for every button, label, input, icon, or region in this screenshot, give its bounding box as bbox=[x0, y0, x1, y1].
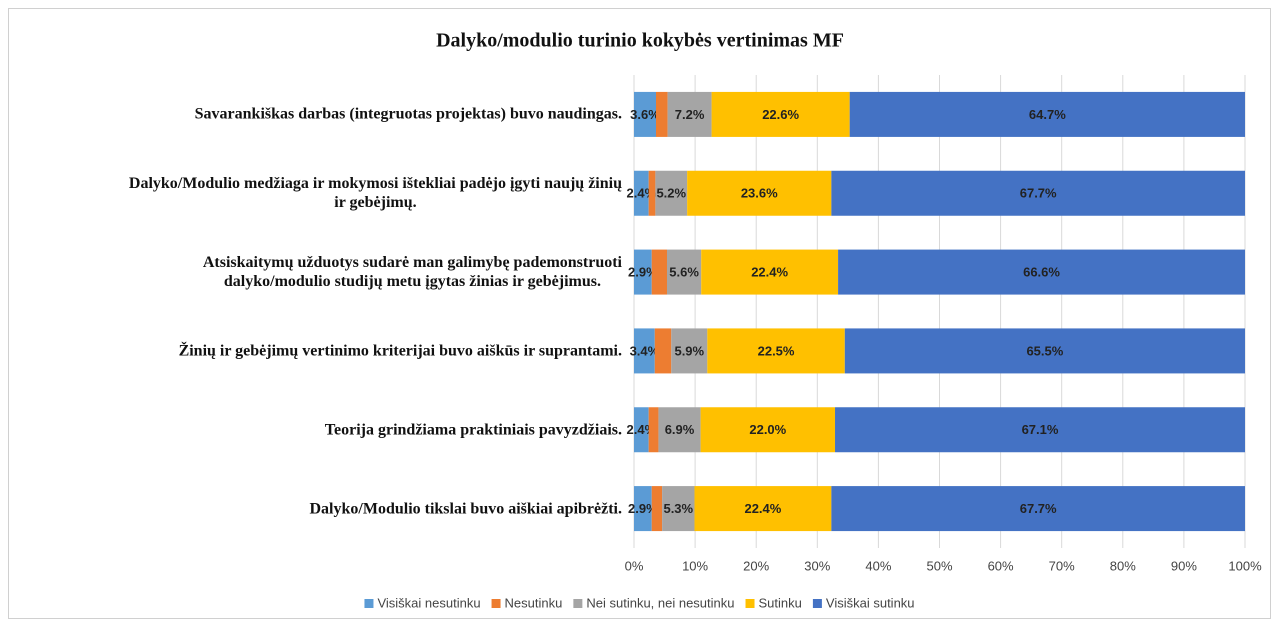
x-tick-label: 40% bbox=[865, 558, 891, 573]
category-label: Žinių ir gebėjimų vertinimo kriterijai b… bbox=[178, 342, 622, 360]
bar-segment bbox=[648, 170, 656, 216]
data-label: 5.9% bbox=[674, 343, 704, 358]
bar-segment bbox=[634, 486, 652, 532]
legend-label: Visiškai nesutinku bbox=[377, 595, 480, 610]
legend-label: Nesutinku bbox=[505, 595, 563, 610]
data-label: 3.4% bbox=[630, 343, 660, 358]
bar-segment bbox=[651, 486, 663, 532]
bar-segment bbox=[701, 249, 839, 295]
category-label: Atsiskaitymų užduotys sudarė man galimyb… bbox=[202, 254, 622, 291]
bar-segment bbox=[671, 328, 708, 374]
data-label: 22.5% bbox=[758, 343, 795, 358]
bar-segment bbox=[666, 249, 702, 295]
bar-segment bbox=[700, 407, 836, 453]
data-label: 7.2% bbox=[675, 107, 705, 122]
bar-segment bbox=[711, 91, 850, 137]
data-label: 5.6% bbox=[669, 265, 699, 280]
legend-swatch bbox=[364, 599, 374, 608]
x-tick-label: 50% bbox=[926, 558, 952, 573]
legend-label: Sutinku bbox=[759, 595, 802, 610]
x-tick-label: 30% bbox=[804, 558, 830, 573]
bar-segment bbox=[667, 91, 712, 137]
x-tick-label: 60% bbox=[988, 558, 1014, 573]
bar-segment bbox=[838, 249, 1245, 295]
bar-segment bbox=[634, 407, 649, 453]
bar-segment bbox=[651, 249, 667, 295]
bar-segment bbox=[634, 91, 656, 137]
bar-segment bbox=[835, 407, 1245, 453]
category-label: Teorija grindžiama praktiniais pavyzdžia… bbox=[324, 421, 622, 439]
x-tick-label: 10% bbox=[682, 558, 708, 573]
x-tick-label: 20% bbox=[743, 558, 769, 573]
legend-swatch bbox=[745, 599, 755, 608]
legend-swatch bbox=[573, 599, 583, 608]
data-label: 22.0% bbox=[749, 422, 786, 437]
bar-segment bbox=[654, 328, 672, 374]
x-tick-label: 90% bbox=[1171, 558, 1197, 573]
x-tick-label: 80% bbox=[1110, 558, 1136, 573]
bar-segment bbox=[687, 170, 832, 216]
data-label: 2.9% bbox=[628, 265, 658, 280]
data-label: 64.7% bbox=[1029, 107, 1066, 122]
bar-segment bbox=[831, 486, 1245, 532]
data-label: 5.2% bbox=[656, 186, 686, 201]
data-label: 5.3% bbox=[663, 501, 693, 516]
bar-segment bbox=[658, 407, 701, 453]
bar-segment bbox=[831, 170, 1245, 216]
data-label: 67.7% bbox=[1020, 186, 1057, 201]
category-label: Dalyko/Modulio tikslai buvo aiškiai apib… bbox=[309, 500, 623, 518]
bar-segment bbox=[662, 486, 695, 532]
x-tick-label: 70% bbox=[1049, 558, 1075, 573]
bar-segment bbox=[634, 328, 655, 374]
data-label: 2.9% bbox=[628, 501, 658, 516]
x-tick-label: 100% bbox=[1228, 558, 1262, 573]
bar-segment bbox=[655, 170, 688, 216]
chart-border bbox=[8, 8, 1271, 619]
data-label: 22.4% bbox=[744, 501, 781, 516]
legend-swatch bbox=[491, 599, 501, 608]
bar-segment bbox=[655, 91, 668, 137]
x-tick-label: 0% bbox=[625, 558, 644, 573]
data-label: 65.5% bbox=[1026, 343, 1063, 358]
data-label: 67.7% bbox=[1020, 501, 1057, 516]
bar-segment bbox=[634, 170, 649, 216]
data-label: 23.6% bbox=[741, 186, 778, 201]
data-label: 3.6% bbox=[630, 107, 660, 122]
bar-segment bbox=[634, 249, 652, 295]
data-label: 22.6% bbox=[762, 107, 799, 122]
data-label: 66.6% bbox=[1023, 265, 1060, 280]
bar-segment bbox=[648, 407, 659, 453]
bar-segment bbox=[694, 486, 832, 532]
data-label: 6.9% bbox=[665, 422, 695, 437]
category-label: Dalyko/Modulio medžiaga ir mokymosi ište… bbox=[128, 175, 622, 212]
category-label: Savarankiškas darbas (integruotas projek… bbox=[194, 105, 622, 123]
data-label: 22.4% bbox=[751, 265, 788, 280]
bar-segment bbox=[849, 91, 1245, 137]
bar-segment bbox=[707, 328, 845, 374]
legend-label: Nei sutinku, nei nesutinku bbox=[586, 595, 734, 610]
legend-swatch bbox=[812, 599, 822, 608]
bar-segment bbox=[844, 328, 1245, 374]
chart-title: Dalyko/modulio turinio kokybės vertinima… bbox=[436, 30, 844, 52]
legend-label: Visiškai sutinku bbox=[826, 595, 915, 610]
data-label: 67.1% bbox=[1022, 422, 1059, 437]
